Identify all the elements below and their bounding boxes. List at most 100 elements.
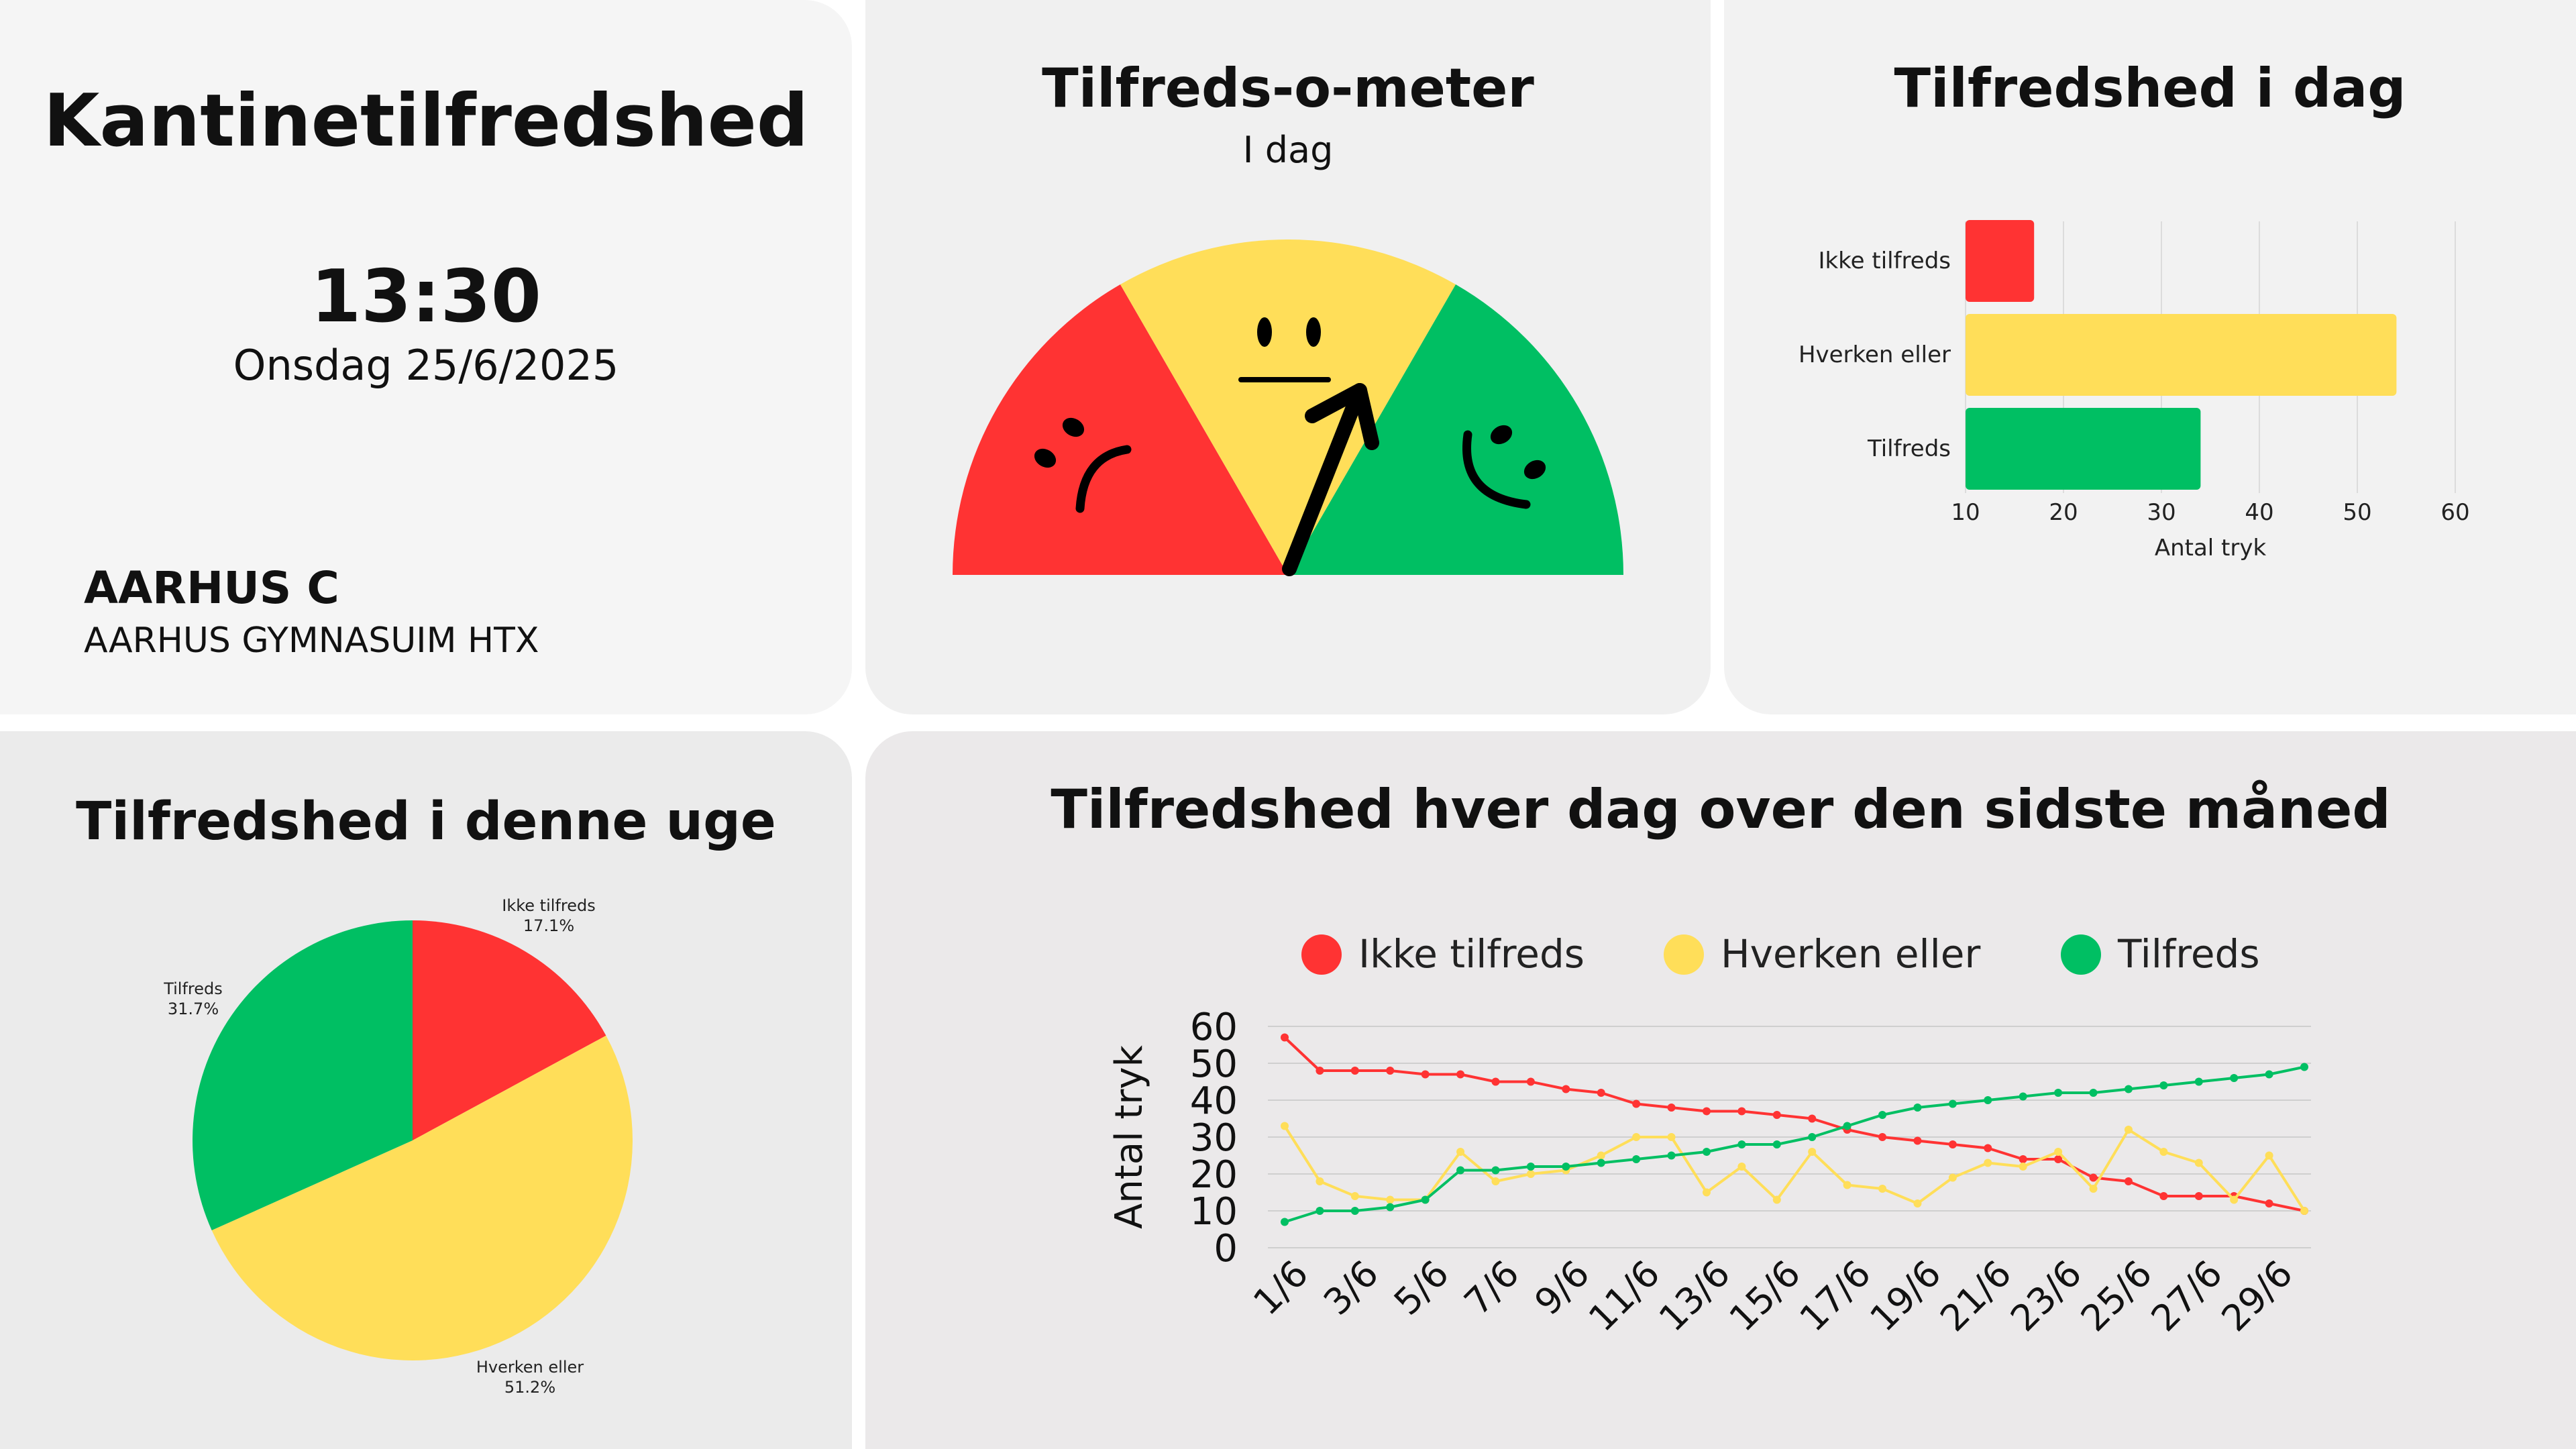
line-point: [2124, 1085, 2133, 1093]
line-point: [1737, 1107, 1746, 1116]
bar-hverken-eller: [1966, 314, 2397, 396]
neutral-face-icon: [1238, 317, 1331, 382]
line-x-tick-label: 7/6: [1456, 1252, 1527, 1324]
bar-x-tick-label: 50: [2343, 499, 2371, 526]
line-point: [1281, 1122, 1289, 1130]
line-x-tick-label: 27/6: [2143, 1252, 2231, 1340]
pie-slice-label: Tilfreds: [163, 979, 223, 998]
line-x-tick-label: 1/6: [1245, 1252, 1316, 1324]
line-y-tick-label: 50: [1190, 1042, 1238, 1086]
line-series-tilfreds: [1284, 1065, 2305, 1224]
line-point: [1984, 1159, 1992, 1167]
line-point: [2194, 1159, 2203, 1167]
line-point: [1350, 1067, 1359, 1075]
bar-category-label: Tilfreds: [1867, 435, 1951, 462]
line-point: [1386, 1067, 1395, 1075]
month-line-chart: Ikke tilfreds Hverken eller Tilfreds010203…: [1108, 931, 2311, 1340]
line-point: [2159, 1192, 2168, 1200]
line-point: [1667, 1104, 1676, 1112]
line-point: [1772, 1195, 1781, 1204]
line-point: [1702, 1188, 1711, 1197]
clock-date: Onsdag 25/6/2025: [233, 341, 619, 390]
bar-x-tick-label: 30: [2147, 499, 2176, 526]
line-point: [1984, 1096, 1992, 1104]
line-point: [1597, 1151, 1605, 1160]
line-point: [2230, 1195, 2239, 1204]
bar-x-tick-label: 10: [1951, 499, 1980, 526]
gauge-needle: [1282, 383, 1379, 576]
location-name: AARHUS C: [84, 562, 339, 614]
line-point: [1281, 1218, 1289, 1226]
line-point: [1702, 1148, 1711, 1156]
line-point: [1913, 1104, 1922, 1112]
line-point: [1491, 1177, 1500, 1185]
gauge-panel: Tilfreds-o-meter I dag: [865, 0, 1711, 714]
page-title: Kantinetilfredshed: [43, 79, 809, 163]
line-y-tick-label: 0: [1214, 1227, 1238, 1271]
bar-x-tick-label: 40: [2245, 499, 2273, 526]
line-y-tick-label: 10: [1190, 1190, 1238, 1234]
month-chart-title: Tilfredshed hver dag over den sidste mån…: [1051, 778, 2391, 841]
line-point: [1984, 1144, 1992, 1152]
line-point: [1878, 1133, 1887, 1141]
line-point: [2054, 1089, 2063, 1097]
line-point: [2230, 1074, 2239, 1082]
line-point: [1421, 1070, 1430, 1079]
line-point: [2124, 1126, 2133, 1134]
gauge-segment-good: [1288, 284, 1623, 575]
line-point: [1456, 1070, 1465, 1079]
line-point: [1772, 1111, 1781, 1119]
pie-slice-hverken-eller: [211, 1035, 633, 1360]
gauge-segment-bad: [953, 284, 1288, 575]
line-point: [2089, 1173, 2098, 1182]
line-point: [1913, 1136, 1922, 1145]
line-x-tick-label: 21/6: [1932, 1252, 2019, 1340]
happy-face-icon: [1462, 425, 1546, 509]
line-point: [2089, 1185, 2098, 1193]
line-x-tick-label: 5/6: [1386, 1252, 1457, 1324]
school-name: AARHUS GYMNASUIM HTX: [84, 621, 539, 661]
bar-tilfreds: [1966, 408, 2201, 490]
line-point: [1632, 1133, 1641, 1141]
line-x-tick-label: 17/6: [1792, 1252, 1879, 1340]
line-point: [1421, 1195, 1430, 1204]
line-point: [2265, 1199, 2273, 1208]
pie-slice-tilfreds: [192, 920, 413, 1231]
line-point: [1456, 1166, 1465, 1175]
line-point: [1878, 1185, 1887, 1193]
pie-slice-percent: 31.7%: [168, 1000, 219, 1018]
line-x-tick-label: 3/6: [1316, 1252, 1387, 1324]
pie-slice-label: Hverken eller: [476, 1358, 584, 1377]
line-y-tick-label: 40: [1190, 1079, 1238, 1123]
line-point: [2124, 1177, 2133, 1185]
line-point: [1316, 1177, 1324, 1185]
line-point: [1667, 1133, 1676, 1141]
gauge-subtitle: I dag: [1242, 129, 1334, 171]
line-point: [1843, 1122, 1851, 1130]
line-point: [2194, 1192, 2203, 1200]
legend-label: Tilfreds: [2117, 931, 2260, 977]
line-point: [1913, 1199, 1922, 1208]
line-point: [1808, 1133, 1817, 1141]
line-x-tick-label: 13/6: [1651, 1252, 1738, 1340]
line-point: [1772, 1140, 1781, 1148]
today-panel: Tilfredshed i dag 10 20 30 40 50 60 Ikke tilfr…: [1724, 0, 2576, 714]
line-point: [2265, 1151, 2273, 1160]
week-panel: Tilfredshed i denne uge Ikke tilfreds 17.…: [0, 731, 852, 1449]
line-point: [2054, 1148, 2063, 1156]
line-point: [1386, 1195, 1395, 1204]
line-point: [1737, 1163, 1746, 1171]
gauge-title: Tilfreds-o-meter: [1042, 57, 1534, 119]
line-point: [1948, 1173, 1957, 1182]
line-x-tick-label: 29/6: [2213, 1252, 2300, 1340]
line-point: [2054, 1155, 2063, 1163]
line-point: [2089, 1089, 2098, 1097]
line-point: [2019, 1163, 2027, 1171]
line-point: [1316, 1067, 1324, 1075]
line-point: [1597, 1159, 1605, 1167]
line-point: [2019, 1092, 2027, 1101]
line-y-tick-label: 60: [1190, 1006, 1238, 1049]
line-x-tick-label: 25/6: [2073, 1252, 2160, 1340]
pie-slice-ikke-tilfreds: [413, 920, 606, 1140]
line-point: [1562, 1085, 1570, 1093]
